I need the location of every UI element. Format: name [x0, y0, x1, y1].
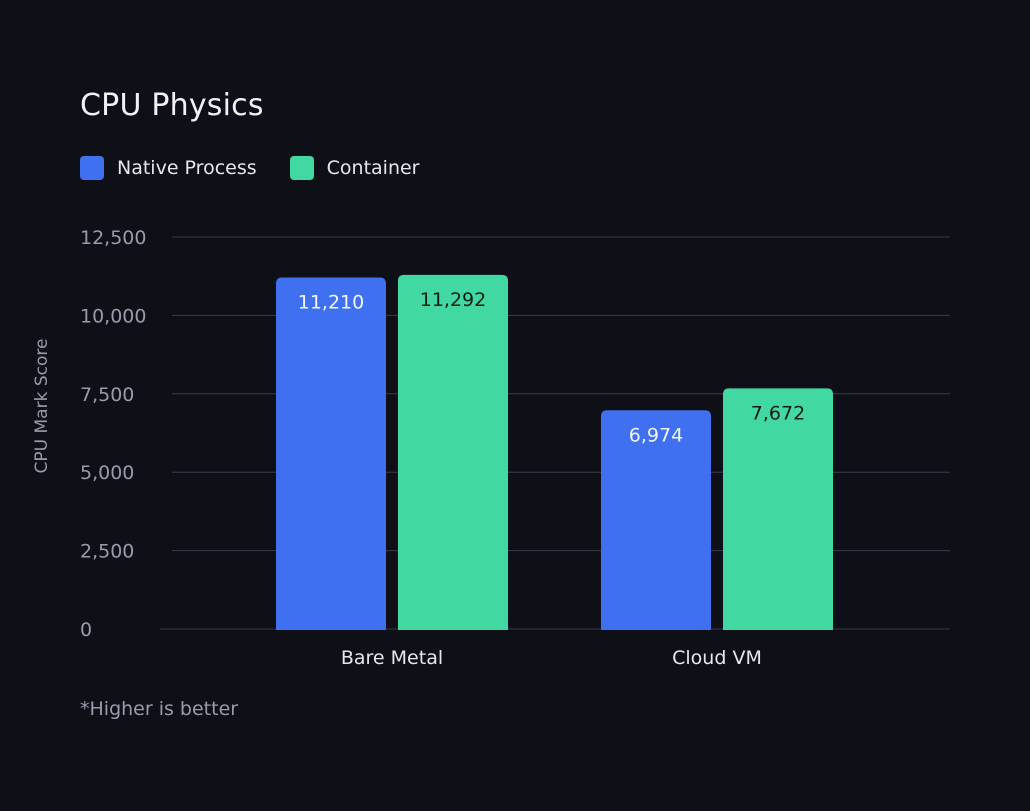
y-tick-label: 5,000: [80, 462, 134, 484]
legend-item-container: Container: [289, 156, 420, 180]
x-tick-label: Cloud VM: [672, 647, 762, 669]
y-tick-label: 2,500: [80, 541, 134, 563]
legend-swatch-container: [289, 156, 314, 180]
legend-item-native-process: Native Process: [80, 156, 257, 180]
striped-arrow-logo-icon: [908, 694, 950, 728]
bar-container: [723, 388, 833, 630]
legend-label-container: Container: [326, 157, 420, 179]
y-tick-label: 12,500: [80, 227, 146, 249]
bar-value-label: 7,672: [751, 402, 805, 424]
bar-value-label: 11,210: [298, 291, 364, 313]
y-tick-label: 7,500: [80, 384, 134, 406]
legend-swatch-native-process: [80, 156, 104, 180]
bar-native-process: [276, 277, 386, 630]
bar-value-label: 6,974: [629, 424, 683, 446]
footnote: *Higher is better: [80, 698, 239, 720]
bar-native-process: [601, 410, 711, 630]
chart-legend: Native Process Container: [80, 156, 420, 180]
y-axis-label: CPU Mark Score: [32, 339, 52, 474]
bar-value-label: 11,292: [420, 289, 486, 311]
legend-label-native-process: Native Process: [117, 157, 257, 179]
bar-container: [398, 274, 508, 630]
y-tick-label: 10,000: [80, 305, 146, 327]
chart-title: CPU Physics: [80, 88, 264, 123]
x-tick-label: Bare Metal: [341, 647, 443, 669]
y-tick-label: 0: [80, 619, 92, 641]
